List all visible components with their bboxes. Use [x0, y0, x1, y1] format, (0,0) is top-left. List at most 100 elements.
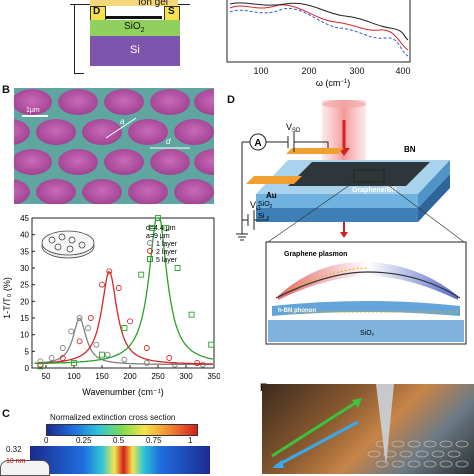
- hole-lattice: [367, 440, 469, 468]
- si-layer: [90, 36, 180, 66]
- graphene-plasmon-wave: [278, 261, 458, 300]
- data-point-series-1: [121, 356, 128, 363]
- si-label-d: Si: [258, 213, 265, 220]
- panel-e-image: [262, 384, 474, 474]
- panel-d-schematic: A VSD VG BN Graphene/BN Au SiO2 Si: [228, 100, 474, 350]
- panel-b-spectrum: 0 5 10 15 20 25 30 35 40 45 50 100 150 200 250 300 350 …: [0, 210, 221, 400]
- panel-d-letter: D: [227, 94, 235, 106]
- sio2-label-d: SiO2: [258, 201, 273, 210]
- data-point-series-2: [106, 268, 113, 275]
- afm-tip: [376, 384, 394, 466]
- data-point-series-2: [87, 315, 94, 321]
- data-point-series-3: [138, 271, 145, 278]
- data-point-series-1: [93, 341, 100, 348]
- data-point-series-1: [104, 351, 111, 358]
- x-tick-label: 50: [42, 372, 51, 381]
- y-tick-label: 10: [20, 331, 29, 340]
- si-front: [256, 208, 418, 222]
- gate-wire: [74, 4, 75, 74]
- panel-c-y-value: 0.32: [6, 445, 22, 454]
- series-line-2: [34, 270, 213, 365]
- si-side: [418, 174, 450, 222]
- si-label: Si: [130, 44, 140, 56]
- spectrum-y-label: 1-T/T₀ (%): [2, 277, 12, 319]
- data-point-series-3: [163, 225, 170, 231]
- legend-param-a: a=9 μm: [146, 233, 170, 240]
- colorbar-title: Normalized extinction cross section: [50, 413, 176, 422]
- colorbar-tick-05: 0.5: [113, 436, 125, 445]
- legend-marker-1: [147, 240, 153, 246]
- blue-beam: [275, 420, 359, 468]
- top-series-black: [229, 2, 409, 41]
- x-tick-label: 100: [67, 372, 81, 381]
- data-point-series-2: [127, 318, 133, 325]
- green-beam: [271, 398, 361, 458]
- graphene-plasmon-label: Graphene plasmon: [284, 251, 347, 258]
- sio2-front: [256, 194, 418, 208]
- data-point-series-3: [99, 351, 105, 358]
- data-point-series-3: [155, 215, 161, 221]
- au-label: Au: [266, 191, 277, 200]
- panel-c-letter: C: [2, 408, 10, 420]
- panel-c-map: [30, 446, 210, 474]
- y-tick-label: 45: [20, 214, 29, 223]
- vsd-label: VSD: [286, 122, 301, 134]
- graphene-sheet: [275, 271, 461, 299]
- spectrum-legend: d=4.4 μm a=9 μm 1 layer 2 layer 5 layer: [146, 225, 178, 264]
- dim-a-label: a: [120, 117, 125, 126]
- y-tick-label: 35: [20, 247, 29, 256]
- sem-svg: 1μm a d: [14, 89, 214, 204]
- y-tick-label: 25: [20, 281, 29, 290]
- y-tick-label: 0: [25, 364, 30, 373]
- legend-marker-3: [147, 256, 153, 262]
- data-point-series-3: [174, 265, 181, 271]
- source-label: S: [168, 6, 175, 17]
- colorbar-tick-025: 0.25: [76, 436, 92, 445]
- ammeter-label: A: [254, 138, 261, 149]
- data-point-series-2: [99, 281, 105, 288]
- legend-series-3: 5 layer: [156, 257, 178, 264]
- data-point-series-1: [199, 361, 206, 368]
- dim-d-label: d: [166, 137, 171, 146]
- y-tick-label: 5: [25, 347, 30, 356]
- spectrum-inset-disc: [41, 230, 95, 259]
- colorbar-tick-1: 1: [188, 436, 193, 445]
- sio2-layer: [90, 20, 180, 36]
- au-electrode-left: [246, 176, 302, 184]
- data-point-series-1: [59, 345, 66, 351]
- data-point-series-2: [143, 345, 150, 351]
- data-point-series-2: [194, 360, 201, 366]
- y-tick-label: 30: [20, 264, 29, 273]
- legend-marker-2: [147, 248, 153, 254]
- x-tick-label: 200: [123, 372, 137, 381]
- graphene-discs: [14, 89, 214, 204]
- spectrum-x-label: Wavenumber (cm⁻¹): [82, 387, 163, 397]
- panel-c-annotation: 10 nm: [6, 458, 26, 465]
- colorbar: [46, 424, 198, 436]
- scale-bar-label: 1μm: [26, 107, 40, 114]
- panel-b-letter: B: [2, 84, 10, 96]
- data-point-series-3: [71, 360, 77, 366]
- sio2-label: SiO2: [124, 21, 145, 34]
- panel-top-right-plot: 100 200 300 400 ω (cm−1): [205, 0, 415, 90]
- ion-gel-label: Ion gel: [138, 0, 169, 8]
- data-point-series-1: [143, 360, 150, 366]
- colorbar-tick-075: 0.75: [146, 436, 162, 445]
- bn-label: BN: [404, 145, 416, 154]
- data-point-series-1: [68, 328, 75, 335]
- top-x-tick-1: 100: [253, 66, 268, 76]
- ground-wire: [74, 73, 84, 74]
- top-series-red: [229, 4, 409, 51]
- hbn-phonon-label: h-BN phonon: [278, 308, 316, 314]
- bn-flake: [288, 162, 430, 186]
- data-point-series-1: [85, 325, 91, 331]
- legend-series-1: 1 layer: [156, 241, 178, 248]
- x-tick-label: 350: [207, 372, 220, 381]
- data-point-series-2: [59, 355, 66, 361]
- legend-param-d: d=4.4 μm: [146, 225, 176, 232]
- top-series-blue: [229, 7, 409, 57]
- data-point-series-1: [171, 361, 178, 368]
- x-tick-label: 250: [151, 372, 165, 381]
- panel-d-svg: A VSD VG BN Graphene/BN Au SiO2 Si: [236, 100, 467, 345]
